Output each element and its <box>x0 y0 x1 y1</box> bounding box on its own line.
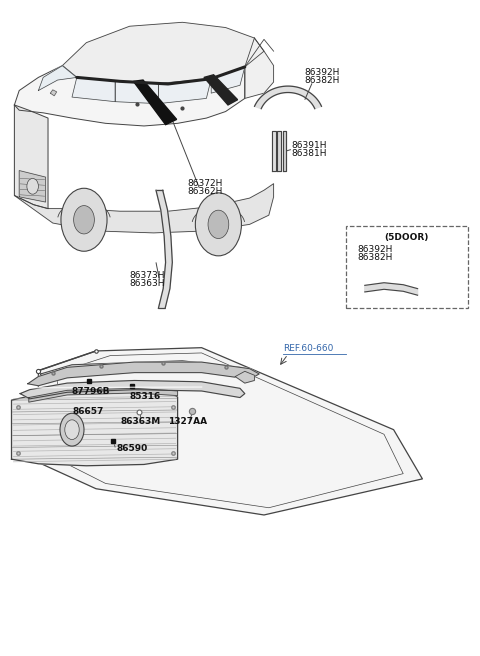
Polygon shape <box>365 283 418 295</box>
Polygon shape <box>158 79 211 104</box>
Circle shape <box>60 413 84 446</box>
Polygon shape <box>115 81 158 104</box>
Circle shape <box>61 188 107 251</box>
Polygon shape <box>14 184 274 233</box>
Text: 86590: 86590 <box>116 444 147 453</box>
Text: 86363M: 86363M <box>121 417 161 426</box>
Polygon shape <box>28 362 259 386</box>
Polygon shape <box>235 371 254 383</box>
Polygon shape <box>211 67 245 93</box>
Polygon shape <box>38 348 422 515</box>
Polygon shape <box>72 77 115 102</box>
Text: 86373H: 86373H <box>130 271 165 280</box>
Polygon shape <box>272 131 276 171</box>
Polygon shape <box>14 105 48 209</box>
Text: 86381H: 86381H <box>292 149 327 158</box>
Text: 86362H: 86362H <box>187 187 223 196</box>
FancyBboxPatch shape <box>346 226 468 308</box>
Text: 86372H: 86372H <box>187 179 223 188</box>
Circle shape <box>65 420 79 440</box>
Polygon shape <box>12 386 178 466</box>
Polygon shape <box>50 90 57 96</box>
Polygon shape <box>41 361 250 380</box>
Circle shape <box>73 205 95 234</box>
Circle shape <box>27 178 38 194</box>
Polygon shape <box>204 75 238 105</box>
Text: 86363H: 86363H <box>130 279 165 288</box>
Text: 87796B: 87796B <box>71 387 109 396</box>
Text: 1327AA: 1327AA <box>168 417 207 426</box>
Polygon shape <box>283 131 286 171</box>
Text: REF.60-660: REF.60-660 <box>283 344 334 353</box>
Polygon shape <box>254 86 322 109</box>
Polygon shape <box>133 80 177 125</box>
Polygon shape <box>38 66 77 91</box>
Polygon shape <box>62 22 264 84</box>
Text: 86391H: 86391H <box>292 141 327 150</box>
Polygon shape <box>29 388 178 402</box>
Polygon shape <box>245 38 274 98</box>
Text: (5DOOR): (5DOOR) <box>384 233 429 242</box>
Polygon shape <box>156 190 172 308</box>
Polygon shape <box>14 66 245 126</box>
Polygon shape <box>277 131 281 171</box>
Text: 86382H: 86382H <box>305 75 340 85</box>
Polygon shape <box>19 171 46 202</box>
Circle shape <box>195 193 241 256</box>
Text: 86392H: 86392H <box>305 68 340 77</box>
Polygon shape <box>20 380 245 399</box>
Circle shape <box>208 210 229 239</box>
Text: 86382H: 86382H <box>358 253 393 262</box>
Text: 85316: 85316 <box>130 392 161 401</box>
Text: 86392H: 86392H <box>358 245 393 254</box>
Text: 86657: 86657 <box>73 407 104 416</box>
